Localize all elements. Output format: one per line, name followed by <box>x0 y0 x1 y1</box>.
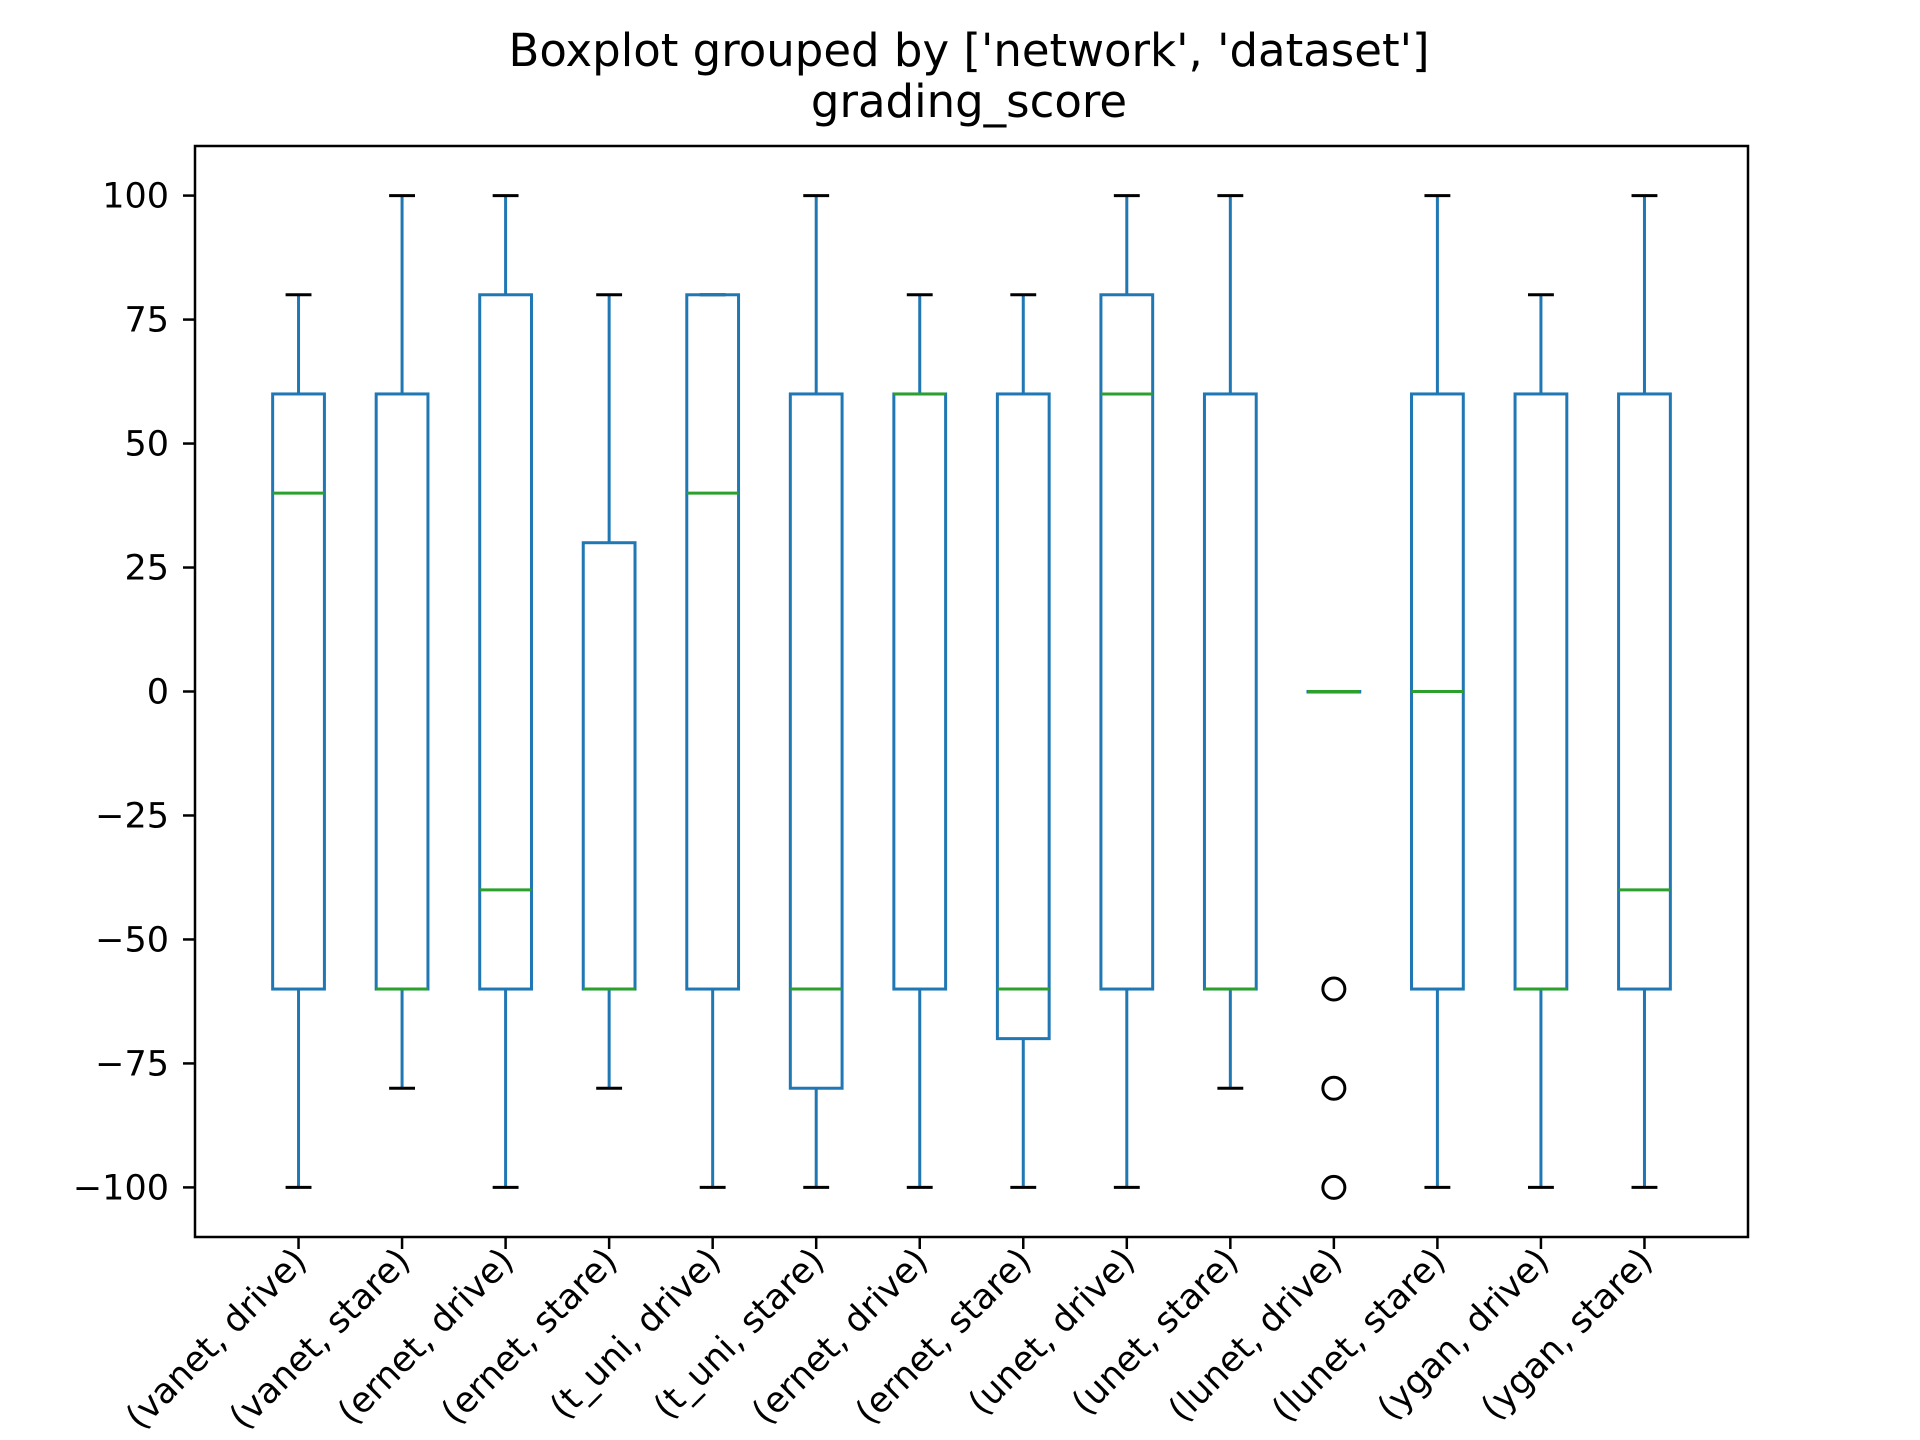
box-group <box>1202 194 1258 1090</box>
axes-frame <box>193 144 1750 1239</box>
box-iqr <box>581 541 637 991</box>
outlier-point <box>1321 976 1347 1002</box>
box-iqr <box>892 392 948 991</box>
box-group <box>1099 194 1155 1189</box>
box-iqr <box>1513 392 1569 991</box>
y-tick-label: 25 <box>124 549 169 589</box>
y-tick-label: 0 <box>147 673 169 713</box>
x-tick-label: (ernet, drive) <box>330 1241 522 1433</box>
outlier-point <box>1321 1174 1347 1200</box>
x-tick-label: (ernet, stare) <box>848 1241 1040 1433</box>
plot-area: 100 75 50 25 0 −25 −50 −75 −100 (vanet, drive)(va… <box>73 177 1672 1437</box>
y-tick-label: 50 <box>124 425 169 465</box>
box-iqr <box>685 293 741 991</box>
box-group <box>892 293 948 1189</box>
x-tick-label: (vanet, stare) <box>222 1241 418 1437</box>
box-iqr <box>1099 293 1155 991</box>
box-iqr <box>271 392 326 991</box>
box-group <box>1617 194 1672 1189</box>
box-group <box>478 194 533 1189</box>
y-tick-label: −75 <box>95 1044 169 1084</box>
x-tick-label: (vanet, drive) <box>118 1241 314 1437</box>
box-iqr <box>478 293 533 991</box>
box-group <box>1306 690 1362 1200</box>
box-group <box>685 293 741 1189</box>
x-tick-label: (ernet, stare) <box>434 1241 626 1433</box>
y-tick-label: −25 <box>95 796 169 836</box>
box-group <box>995 293 1051 1189</box>
outlier-point <box>1321 1075 1347 1101</box>
box-group <box>271 293 326 1189</box>
box-iqr <box>1202 392 1258 991</box>
chart-title: Boxplot grouped by ['network', 'dataset'… <box>508 24 1429 77</box>
y-tick-label: 100 <box>102 177 169 217</box>
x-tick-label: (ernet, drive) <box>745 1241 937 1433</box>
box-group <box>1410 194 1465 1189</box>
box-iqr <box>788 392 844 1090</box>
y-tick-label: −50 <box>95 920 169 960</box>
chart-subtitle: grading_score <box>811 75 1127 128</box>
y-tick-label: 75 <box>124 301 169 341</box>
box-iqr <box>995 392 1051 1041</box>
box-group <box>788 194 844 1189</box>
y-tick-label: −100 <box>73 1168 169 1208</box>
box-group <box>374 194 430 1090</box>
box-group <box>1513 293 1569 1189</box>
box-group <box>581 293 637 1090</box>
box-iqr <box>374 392 430 991</box>
box-iqr <box>1617 392 1672 991</box>
